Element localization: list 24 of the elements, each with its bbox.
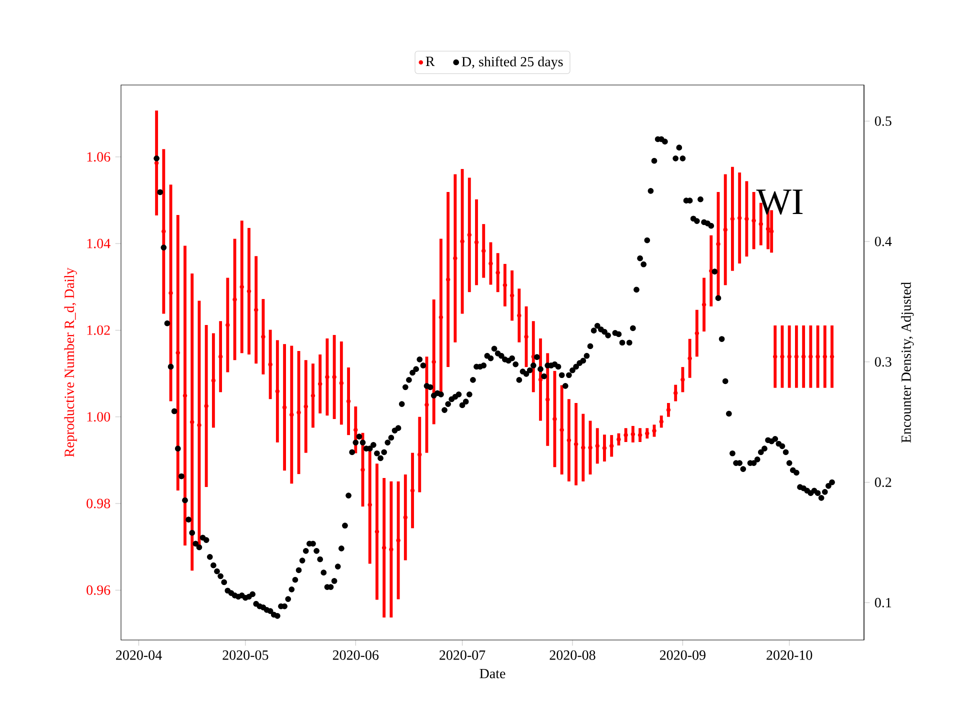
x-tick-label: 2020-07 <box>440 650 486 660</box>
y-tick-label: 1.06 <box>87 152 110 162</box>
annotation: WI <box>756 190 803 215</box>
y2-tick-label: 0.1 <box>874 598 892 608</box>
legend-label: D, shifted 25 days <box>462 56 563 70</box>
y2-tick-label: 0.5 <box>874 116 892 126</box>
x-tick-label: 2020-08 <box>550 650 596 660</box>
x-tick-label: 2020-05 <box>222 650 268 660</box>
y2-axis-title: Encounter Density, Adjusted <box>901 282 914 443</box>
y-tick-label: 1.00 <box>87 412 110 422</box>
y-tick-label: 1.04 <box>87 238 110 248</box>
x-tick-label: 2020-06 <box>332 650 379 660</box>
legend-label: R <box>426 56 435 66</box>
x-tick-label: 2020-04 <box>116 650 162 660</box>
y-tick-label: 0.98 <box>86 498 110 508</box>
y-tick-label: 0.96 <box>86 585 110 595</box>
y2-tick-label: 0.4 <box>874 236 892 246</box>
x-axis-title: Date <box>480 668 506 678</box>
y2-tick-label: 0.3 <box>874 357 892 367</box>
y-tick-label: 1.02 <box>87 325 110 335</box>
x-tick-label: 2020-09 <box>660 650 706 660</box>
x-tick-label: 2020-10 <box>766 650 812 660</box>
y-axis-title: Reproductive Number R_d, Daily <box>64 268 77 457</box>
y2-tick-label: 0.2 <box>874 478 892 488</box>
